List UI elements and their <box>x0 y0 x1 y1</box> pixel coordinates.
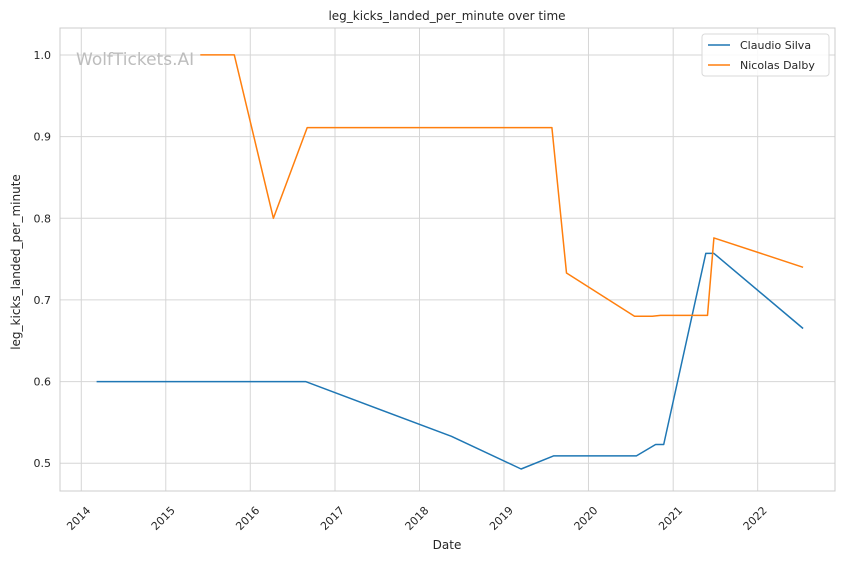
x-tick-label: 2022 <box>741 504 770 533</box>
x-axis-ticks: 2014 2015 2016 2017 2018 2019 2020 2021 2022 <box>64 504 769 533</box>
x-axis-label: Date <box>433 538 462 552</box>
legend-label-nicolas-dalby: Nicolas Dalby <box>740 59 815 72</box>
y-axis-ticks: 0.5 0.6 0.7 0.8 0.9 1.0 <box>34 49 52 470</box>
chart-title: leg_kicks_landed_per_minute over time <box>328 9 565 23</box>
x-tick-label: 2019 <box>487 504 516 533</box>
y-tick-label: 0.5 <box>34 457 52 470</box>
plot-background <box>60 28 835 491</box>
y-tick-label: 0.6 <box>34 376 52 389</box>
x-tick-label: 2016 <box>233 504 262 533</box>
series-layer <box>96 54 804 470</box>
plot-border <box>59 27 836 492</box>
x-tick-label: 2018 <box>403 504 432 533</box>
legend-label-claudio-silva: Claudio Silva <box>740 39 811 52</box>
x-tick-label: 2020 <box>572 504 601 533</box>
legend-box <box>701 33 830 77</box>
grid-lines <box>60 28 835 491</box>
legend: Claudio Silva Nicolas Dalby <box>701 33 830 77</box>
y-tick-label: 1.0 <box>34 49 52 62</box>
series-line-claudio-silva <box>96 252 804 470</box>
y-tick-label: 0.8 <box>34 212 52 225</box>
x-tick-label: 2021 <box>656 504 685 533</box>
watermark-text: WolfTickets.AI <box>76 50 194 70</box>
series-line-nicolas-dalby <box>200 54 804 318</box>
x-tick-label: 2014 <box>64 504 93 533</box>
y-axis-label: leg_kicks_landed_per_minute <box>9 174 23 350</box>
x-tick-label: 2017 <box>318 504 347 533</box>
y-tick-label: 0.7 <box>34 294 52 307</box>
x-tick-label: 2015 <box>149 504 178 533</box>
y-tick-label: 0.9 <box>34 131 52 144</box>
